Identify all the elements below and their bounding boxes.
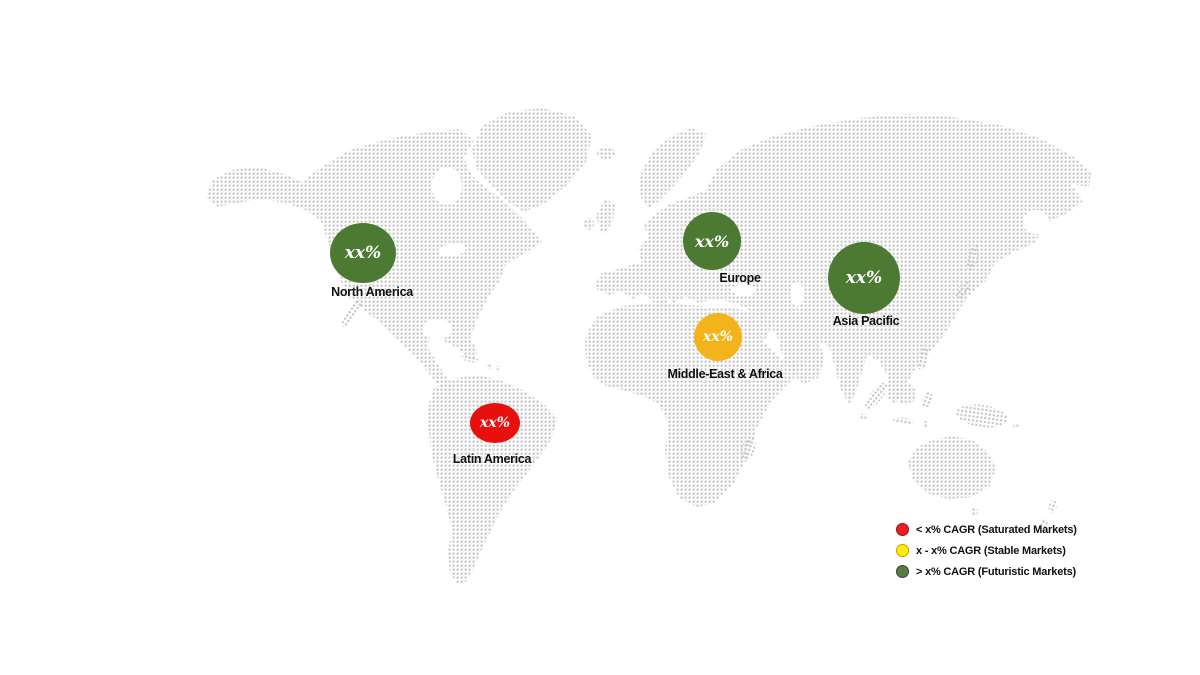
landmass-java [893,417,913,425]
landmass-ireland [584,218,594,230]
landmass-island [1013,423,1019,429]
landmass-tasmania [970,508,978,516]
continents [206,108,1091,585]
legend-green-dot-icon [896,565,909,578]
legend-label-saturated-markets: < x% CAGR (Saturated Markets) [916,523,1077,536]
landmass-iceland [597,147,615,159]
region-label-middle-east-africa: Middle-East & Africa [667,367,783,381]
legend-red-dot-icon [896,523,909,536]
landmass-new-zealand-south [1038,518,1048,532]
region-bubble-asia-pacific: xx% [828,242,900,314]
landmass-japan-south [955,281,971,299]
region-middle-east-africa: xx% [694,313,742,361]
legend-item-futuristic-markets: > x% CAGR (Futuristic Markets) [896,561,1077,582]
landmass-philippines [917,346,929,370]
landmass-australia [908,436,996,499]
region-bubble-north-america: xx% [330,223,396,283]
legend-label-futuristic-markets: > x% CAGR (Futuristic Markets) [916,565,1076,578]
landmass-island [922,421,928,427]
landmass-cuba [461,355,479,363]
region-bubble-middle-east-africa: xx% [694,313,742,361]
region-value-middle-east-africa: xx% [703,329,733,345]
landmass-new-guinea [956,404,1008,428]
region-bubble-latin-america: xx% [470,403,520,443]
landmass-new-zealand-north [1048,499,1058,513]
legend-item-saturated-markets: < x% CAGR (Saturated Markets) [896,519,1077,540]
region-value-latin-america: xx% [480,415,510,431]
landmass-borneo [896,383,916,405]
region-label-north-america: North America [331,285,413,299]
legend-label-stable-markets: x - x% CAGR (Stable Markets) [916,544,1066,557]
region-bubble-europe: xx% [683,212,741,270]
landmass-sumatra [865,382,887,410]
region-label-asia-pacific: Asia Pacific [832,314,900,328]
legend-yellow-dot-icon [896,544,909,557]
water-cutouts [422,167,1049,339]
region-europe: xx% [683,212,741,270]
landmass-island [496,366,500,370]
region-value-europe: xx% [694,231,730,251]
landmass-hispaniola [486,363,492,369]
cagr-legend: < x% CAGR (Saturated Markets) x - x% CAG… [896,519,1077,582]
region-label-europe: Europe [719,271,761,285]
region-north-america: xx% [330,223,396,283]
region-label-latin-america: Latin America [452,452,532,466]
landmass-africa [585,303,806,507]
landmass-japan [966,244,980,272]
region-value-north-america: xx% [344,243,382,263]
legend-item-stable-markets: x - x% CAGR (Stable Markets) [896,540,1077,561]
landmass-sulawesi [921,392,933,408]
landmass-uk [596,200,615,233]
landmass-baja [341,298,363,328]
landmass-south-america [428,375,558,585]
region-latin-america: xx% [470,403,520,443]
landmass-scandinavia [638,128,706,208]
landmass-madagascar [740,436,756,462]
landmass-greenland [472,108,592,212]
region-value-asia-pacific: xx% [845,268,883,288]
region-asia-pacific: xx% [828,242,900,314]
landmass-sri-lanka [859,413,867,421]
